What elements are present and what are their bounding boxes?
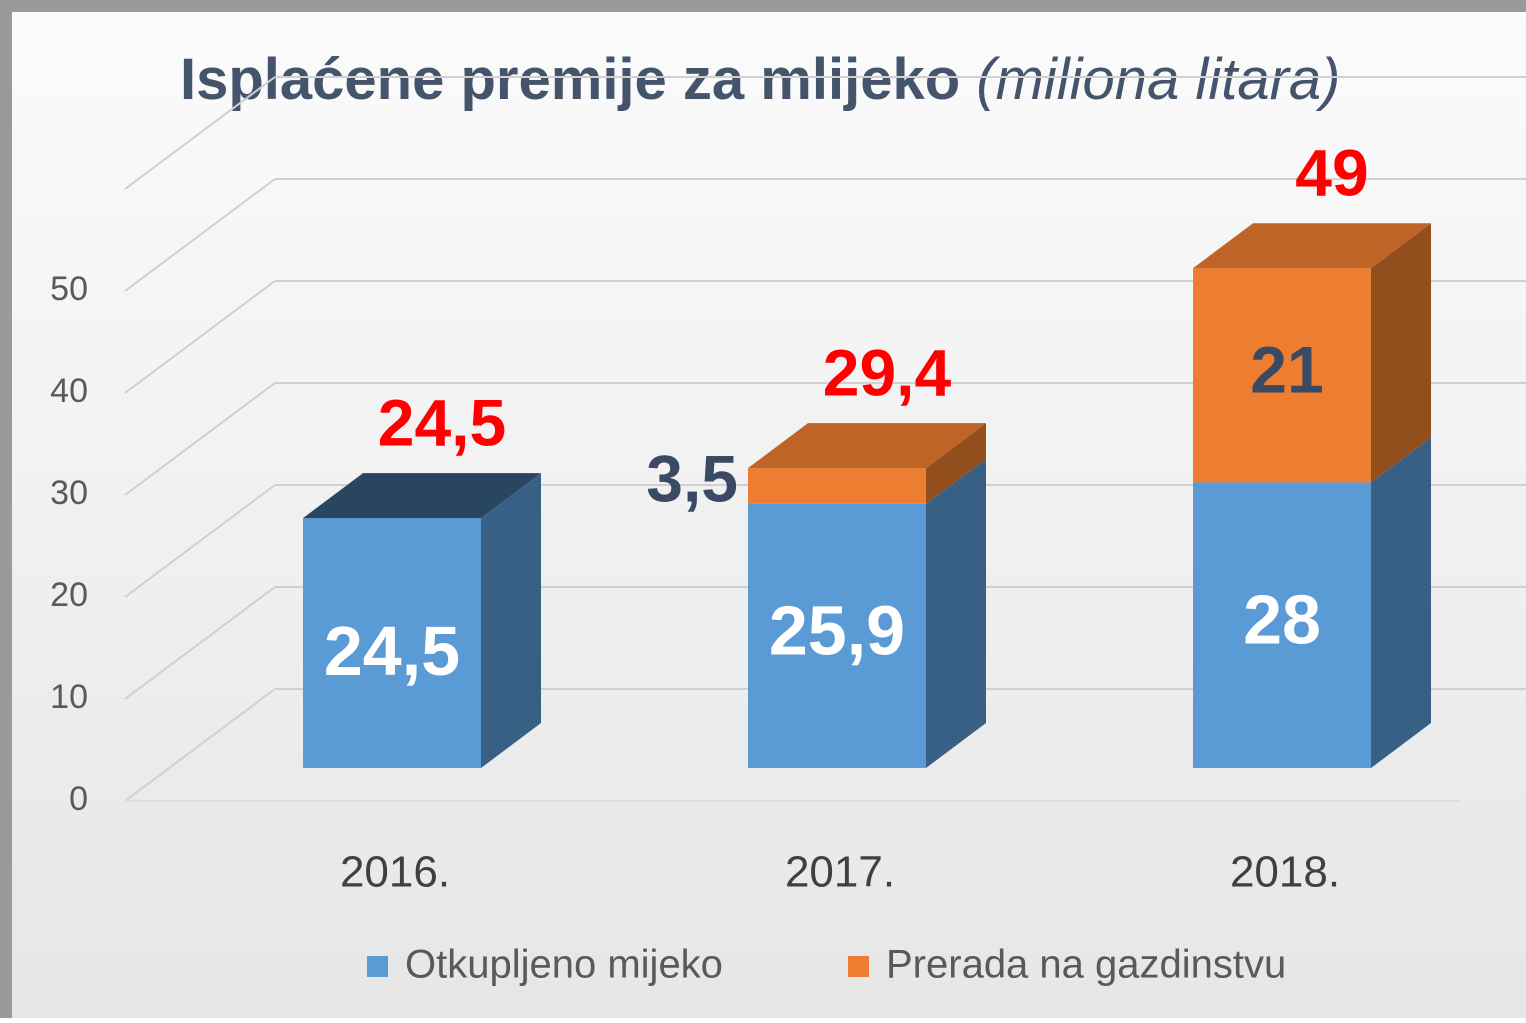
- grid-line: [124, 688, 276, 802]
- bar-side: [926, 458, 986, 768]
- total-label: 24,5: [378, 386, 506, 460]
- bar-top: [303, 473, 541, 519]
- y-tick-label: 50: [50, 270, 88, 308]
- grid-line: [124, 280, 276, 394]
- bar-segment: [1193, 437, 1431, 768]
- value-label: 3,5: [646, 441, 738, 515]
- grid-line: [124, 178, 276, 292]
- total-label: 29,4: [823, 336, 952, 410]
- y-tick-label: 20: [50, 576, 88, 614]
- bar: [1193, 482, 1371, 768]
- value-label: 21: [1250, 333, 1323, 407]
- bar-side: [926, 423, 986, 504]
- y-tick-label: 10: [50, 678, 88, 716]
- legend-swatch: [848, 956, 869, 977]
- title: Isplaćene premije za mlijeko: [180, 47, 960, 112]
- y-tick-label: 30: [50, 474, 88, 512]
- bar-side: [1371, 223, 1431, 483]
- bar-side: [1371, 437, 1431, 768]
- y-tick-label: 0: [69, 780, 88, 818]
- bar-segment: [748, 458, 986, 768]
- bar: [748, 503, 926, 768]
- grid-line: [124, 586, 276, 700]
- bar: [748, 468, 926, 504]
- legend-label: Otkupljeno mijeko: [405, 943, 723, 987]
- legend-label: Prerada na gazdinstvu: [886, 943, 1286, 987]
- grid-line: [124, 484, 276, 598]
- bar-side: [481, 473, 541, 768]
- bar-segment: [1193, 223, 1431, 483]
- bar: [1193, 268, 1371, 483]
- value-label: 24,5: [324, 612, 460, 690]
- legend-swatch: [367, 956, 388, 977]
- value-label: 28: [1243, 581, 1321, 659]
- bar-top: [748, 423, 986, 469]
- bar: [303, 518, 481, 768]
- x-tick-label: 2018.: [1230, 848, 1340, 897]
- grid-line: [124, 76, 276, 190]
- title-note: (miliona litara): [976, 47, 1340, 112]
- bar-segment: [748, 423, 986, 504]
- bar-segment: [303, 473, 541, 768]
- y-tick-label: 40: [50, 372, 88, 410]
- chart-title: Isplaćene premije za mlijeko (miliona li…: [180, 47, 1340, 112]
- value-label: 25,9: [769, 591, 905, 669]
- x-tick-label: 2017.: [785, 848, 895, 897]
- x-tick-label: 2016.: [340, 848, 450, 897]
- total-label: 49: [1295, 136, 1368, 210]
- grid-line: [124, 382, 276, 496]
- bar-top: [1193, 223, 1431, 269]
